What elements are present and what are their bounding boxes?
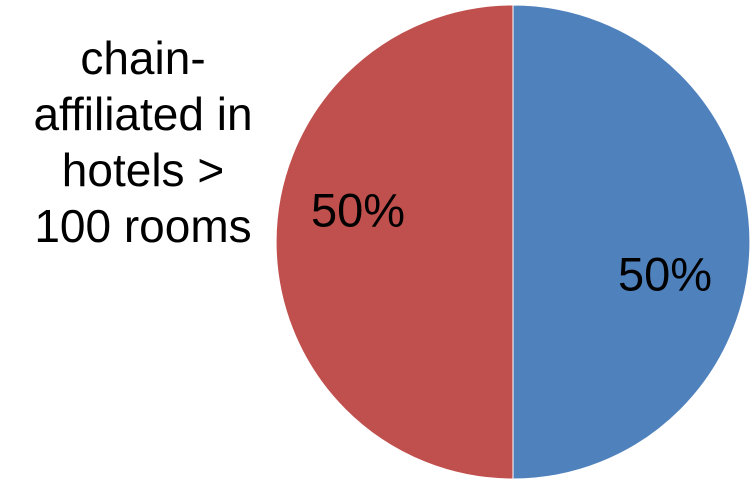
chart-title: chain- affiliated in hotels > 100 rooms xyxy=(4,30,282,254)
chart-title-line-3: hotels > xyxy=(61,144,225,196)
chart-title-line-1: chain- xyxy=(80,32,206,84)
pie-slice-labels: 50% 50% xyxy=(311,183,712,300)
chart-title-line-2: affiliated in xyxy=(33,88,253,140)
pie-slices xyxy=(275,4,751,480)
pie-slice-label-2: 50% xyxy=(311,183,405,236)
pie-slice-1 xyxy=(512,4,751,480)
pie-slice-label-1: 50% xyxy=(618,247,712,300)
chart-title-line-4: 100 rooms xyxy=(34,200,252,252)
pie-slice-2 xyxy=(275,4,514,480)
